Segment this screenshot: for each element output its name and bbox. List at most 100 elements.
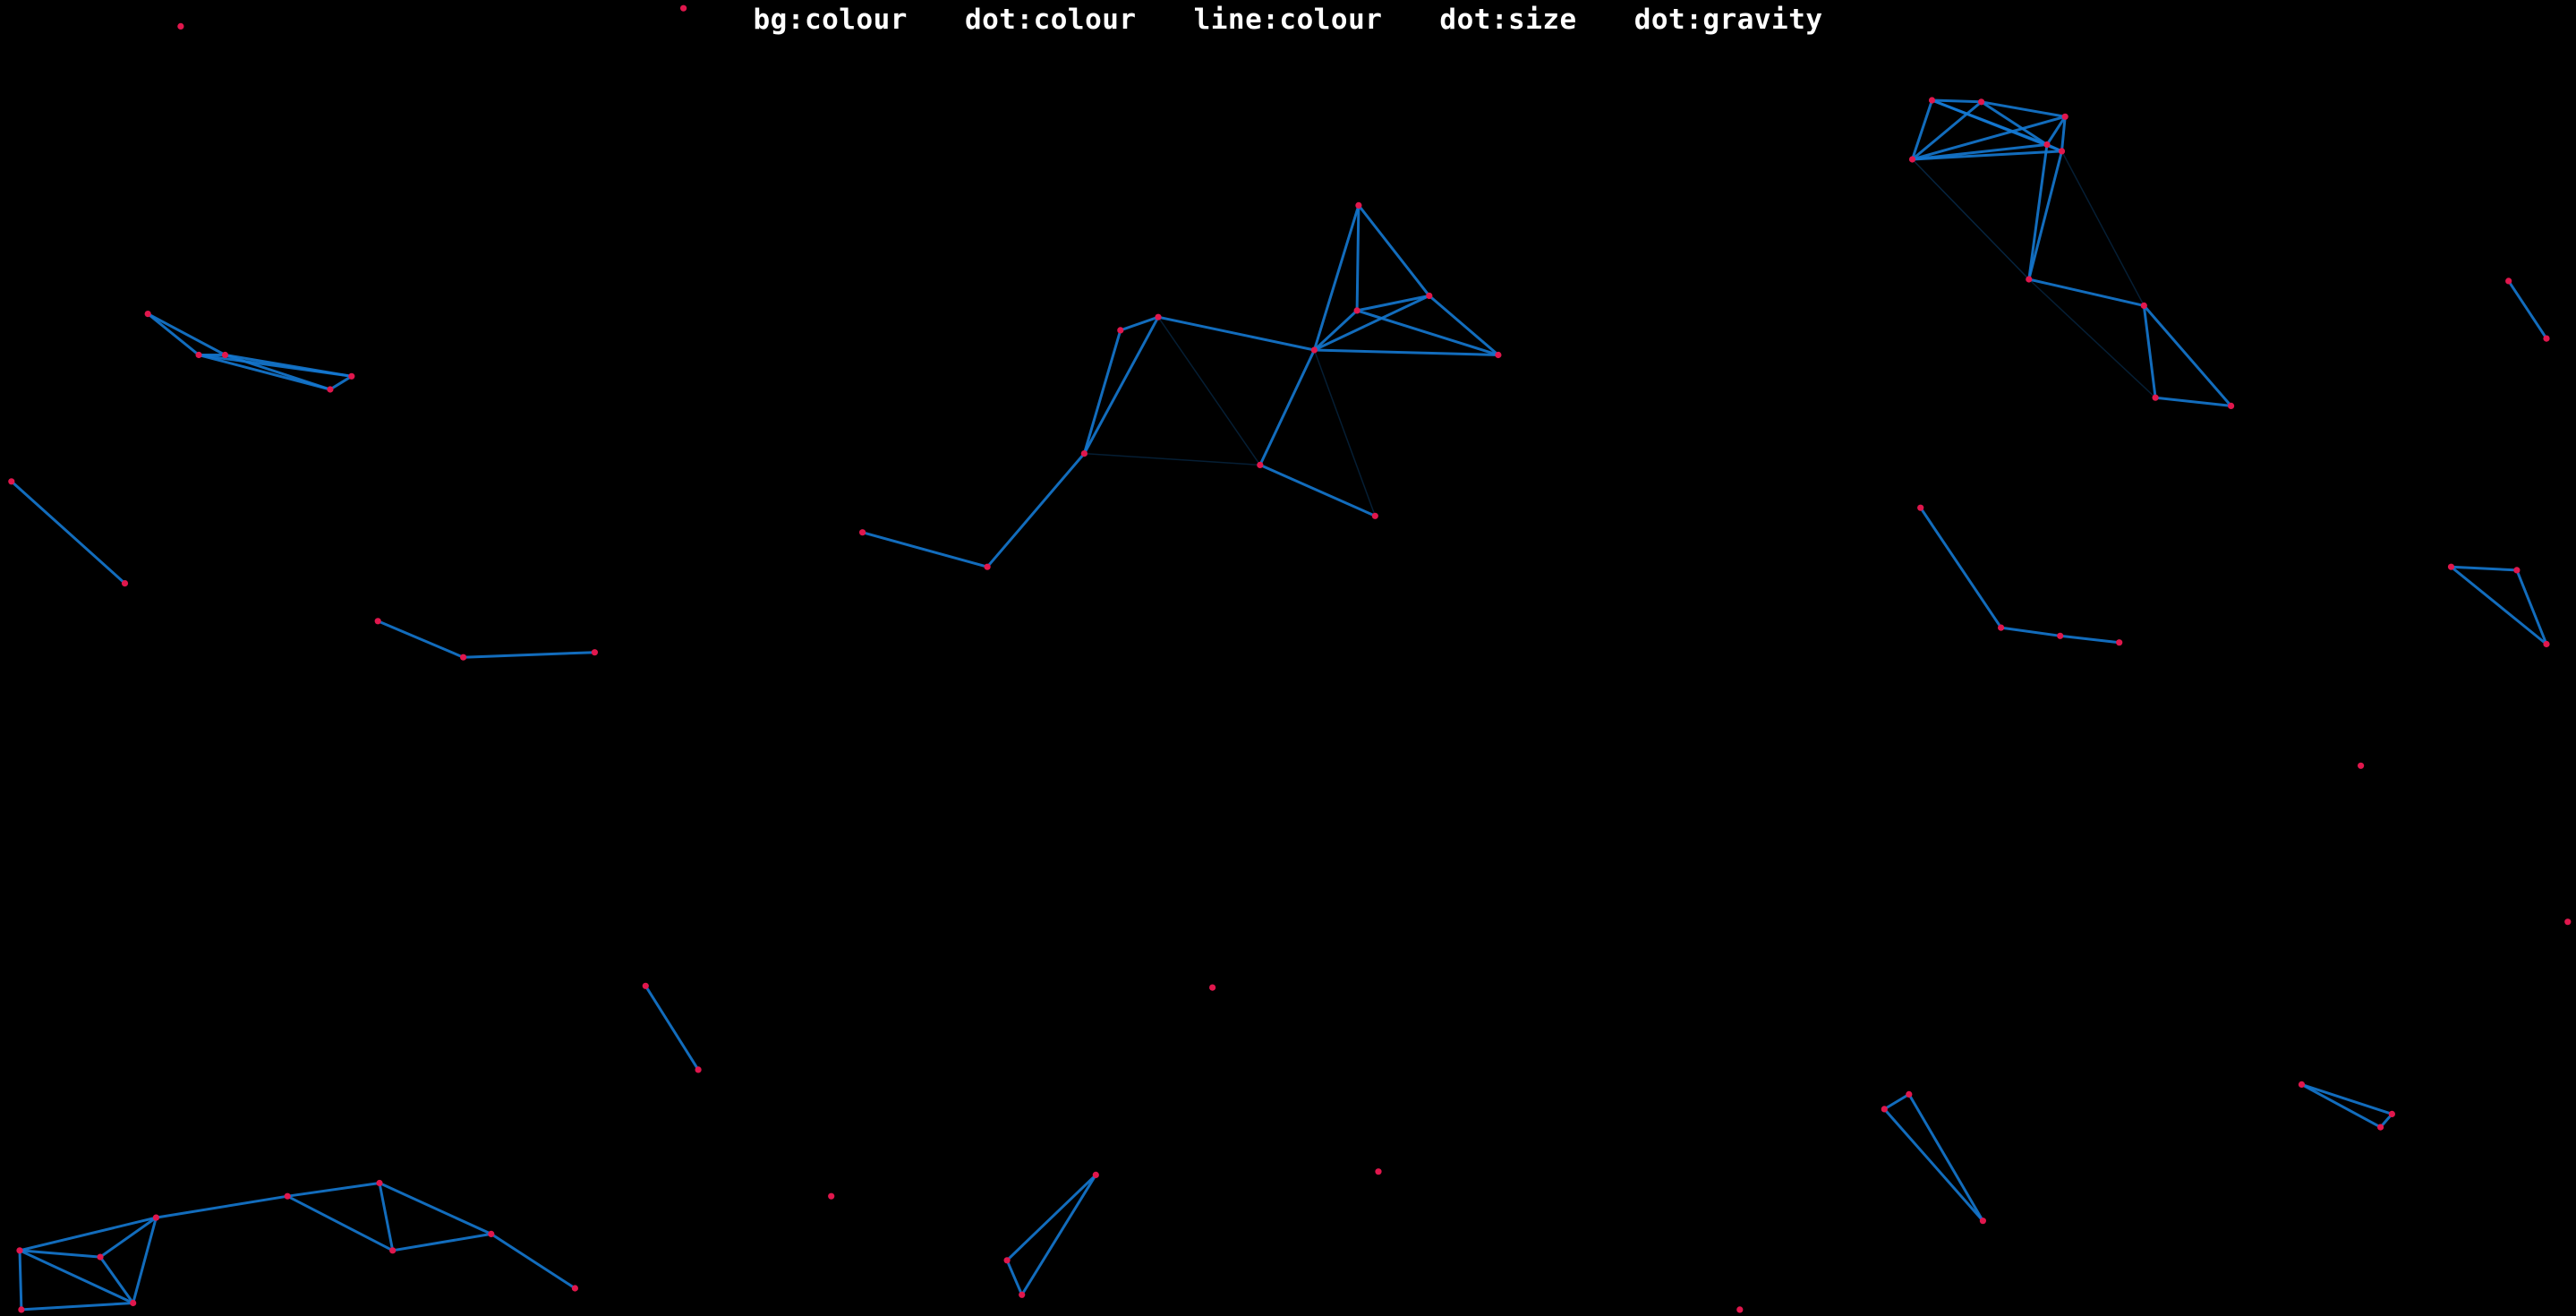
particle-dot	[591, 649, 599, 656]
connection-line	[1082, 329, 1122, 456]
particle-dot	[1092, 1171, 1099, 1178]
connection-line	[1313, 349, 1377, 517]
control-bar: bg:colour dot:colour line:colour dot:siz…	[0, 0, 2576, 36]
particle-dot	[18, 1306, 25, 1313]
connection-line	[1980, 100, 2067, 118]
connection-line	[1355, 203, 1361, 312]
connection-line	[644, 984, 700, 1072]
connection-line	[1119, 315, 1160, 332]
connection-line	[2059, 634, 2121, 645]
particle-dot	[1257, 461, 1264, 469]
connection-line	[861, 531, 989, 568]
particle-dot	[389, 1247, 397, 1254]
particle-dot	[1371, 512, 1378, 519]
particle-dot	[1998, 624, 2005, 631]
connection-line	[2027, 143, 2049, 281]
connection-line	[1312, 203, 1361, 352]
connection-line	[146, 312, 200, 356]
connection-line	[18, 1216, 158, 1252]
connection-line	[1882, 1107, 1984, 1223]
line-colour-button[interactable]: line:colour	[1193, 4, 1383, 36]
particle-dot	[221, 351, 229, 359]
connection-line	[2450, 565, 2519, 572]
particle-dot	[2377, 1124, 2384, 1131]
connection-line	[2300, 1082, 2383, 1129]
connection-line	[1005, 1259, 1024, 1296]
particle-dot	[1080, 450, 1088, 457]
particle-dot	[130, 1299, 137, 1307]
particle-dot	[2228, 402, 2235, 409]
particle-dot	[2543, 335, 2550, 342]
connection-line	[1931, 98, 1983, 104]
connection-line	[1428, 294, 1500, 356]
particle-dot	[1906, 1090, 1913, 1098]
particle-dot	[859, 529, 866, 536]
connection-line	[2028, 278, 2156, 398]
connection-line	[98, 1216, 158, 1259]
connection-line	[1312, 294, 1431, 352]
particle-dot	[8, 478, 15, 485]
particle-dot	[1917, 504, 1924, 511]
connection-line	[197, 354, 332, 391]
particle-dot	[1310, 346, 1318, 354]
particle-dot	[376, 1179, 383, 1187]
dot-size-button[interactable]: dot:size	[1439, 4, 1577, 36]
connection-line	[2045, 115, 2067, 146]
connection-line	[1911, 115, 2067, 161]
connection-line	[2060, 150, 2145, 307]
particle-dot	[571, 1285, 579, 1292]
particle-dot	[2057, 632, 2064, 639]
particle-dot	[2447, 563, 2455, 570]
particle-dot	[2543, 640, 2550, 648]
dot-colour-button[interactable]: dot:colour	[964, 4, 1137, 36]
connection-line	[1082, 315, 1160, 456]
connection-line	[98, 1255, 135, 1304]
connection-line	[286, 1194, 395, 1252]
dot-gravity-button[interactable]: dot:gravity	[1633, 4, 1823, 36]
particle-dot	[1003, 1257, 1011, 1264]
connection-line	[1355, 294, 1431, 312]
particle-dot	[1736, 1306, 1744, 1313]
particle-dot	[2505, 278, 2512, 285]
connection-line	[1005, 1173, 1097, 1262]
connection-line	[2300, 1082, 2393, 1115]
connection-line	[378, 1182, 493, 1235]
particle-dot	[1353, 307, 1361, 314]
particle-dot	[1928, 97, 1936, 104]
connection-line	[1258, 348, 1316, 466]
connection-line	[1312, 348, 1500, 356]
connection-line	[1020, 1173, 1097, 1296]
particle-dot	[1375, 1168, 1382, 1175]
bg-colour-button[interactable]: bg:colour	[753, 4, 908, 36]
particle-dot	[1117, 327, 1124, 334]
particle-dot	[984, 563, 991, 570]
connection-line	[2507, 279, 2548, 340]
connection-line	[132, 1216, 158, 1304]
connection-line	[1357, 203, 1431, 297]
connection-line	[985, 452, 1086, 568]
connection-line	[1919, 506, 2003, 629]
particle-dot	[2358, 762, 2365, 769]
particle-dot	[1979, 1218, 1986, 1225]
particle-dot	[642, 982, 649, 989]
particle-dot	[2043, 141, 2051, 149]
connection-line	[1907, 1092, 1984, 1223]
connection-line	[391, 1232, 493, 1252]
connection-line	[1312, 309, 1359, 352]
particle-dot	[2564, 919, 2572, 926]
particle-dot	[1978, 98, 1985, 106]
particle-dot	[828, 1192, 835, 1200]
particle-dot	[2061, 113, 2068, 120]
particle-dot	[1155, 313, 1162, 320]
connection-line	[154, 1194, 289, 1219]
connection-line	[1156, 315, 1316, 352]
particle-dot	[1908, 156, 1916, 163]
particle-dot	[284, 1192, 291, 1200]
connection-line	[286, 1182, 381, 1198]
connection-line	[1980, 100, 2049, 146]
connection-line	[1355, 309, 1500, 356]
connection-line	[2142, 303, 2233, 407]
particle-dot	[2058, 148, 2066, 155]
